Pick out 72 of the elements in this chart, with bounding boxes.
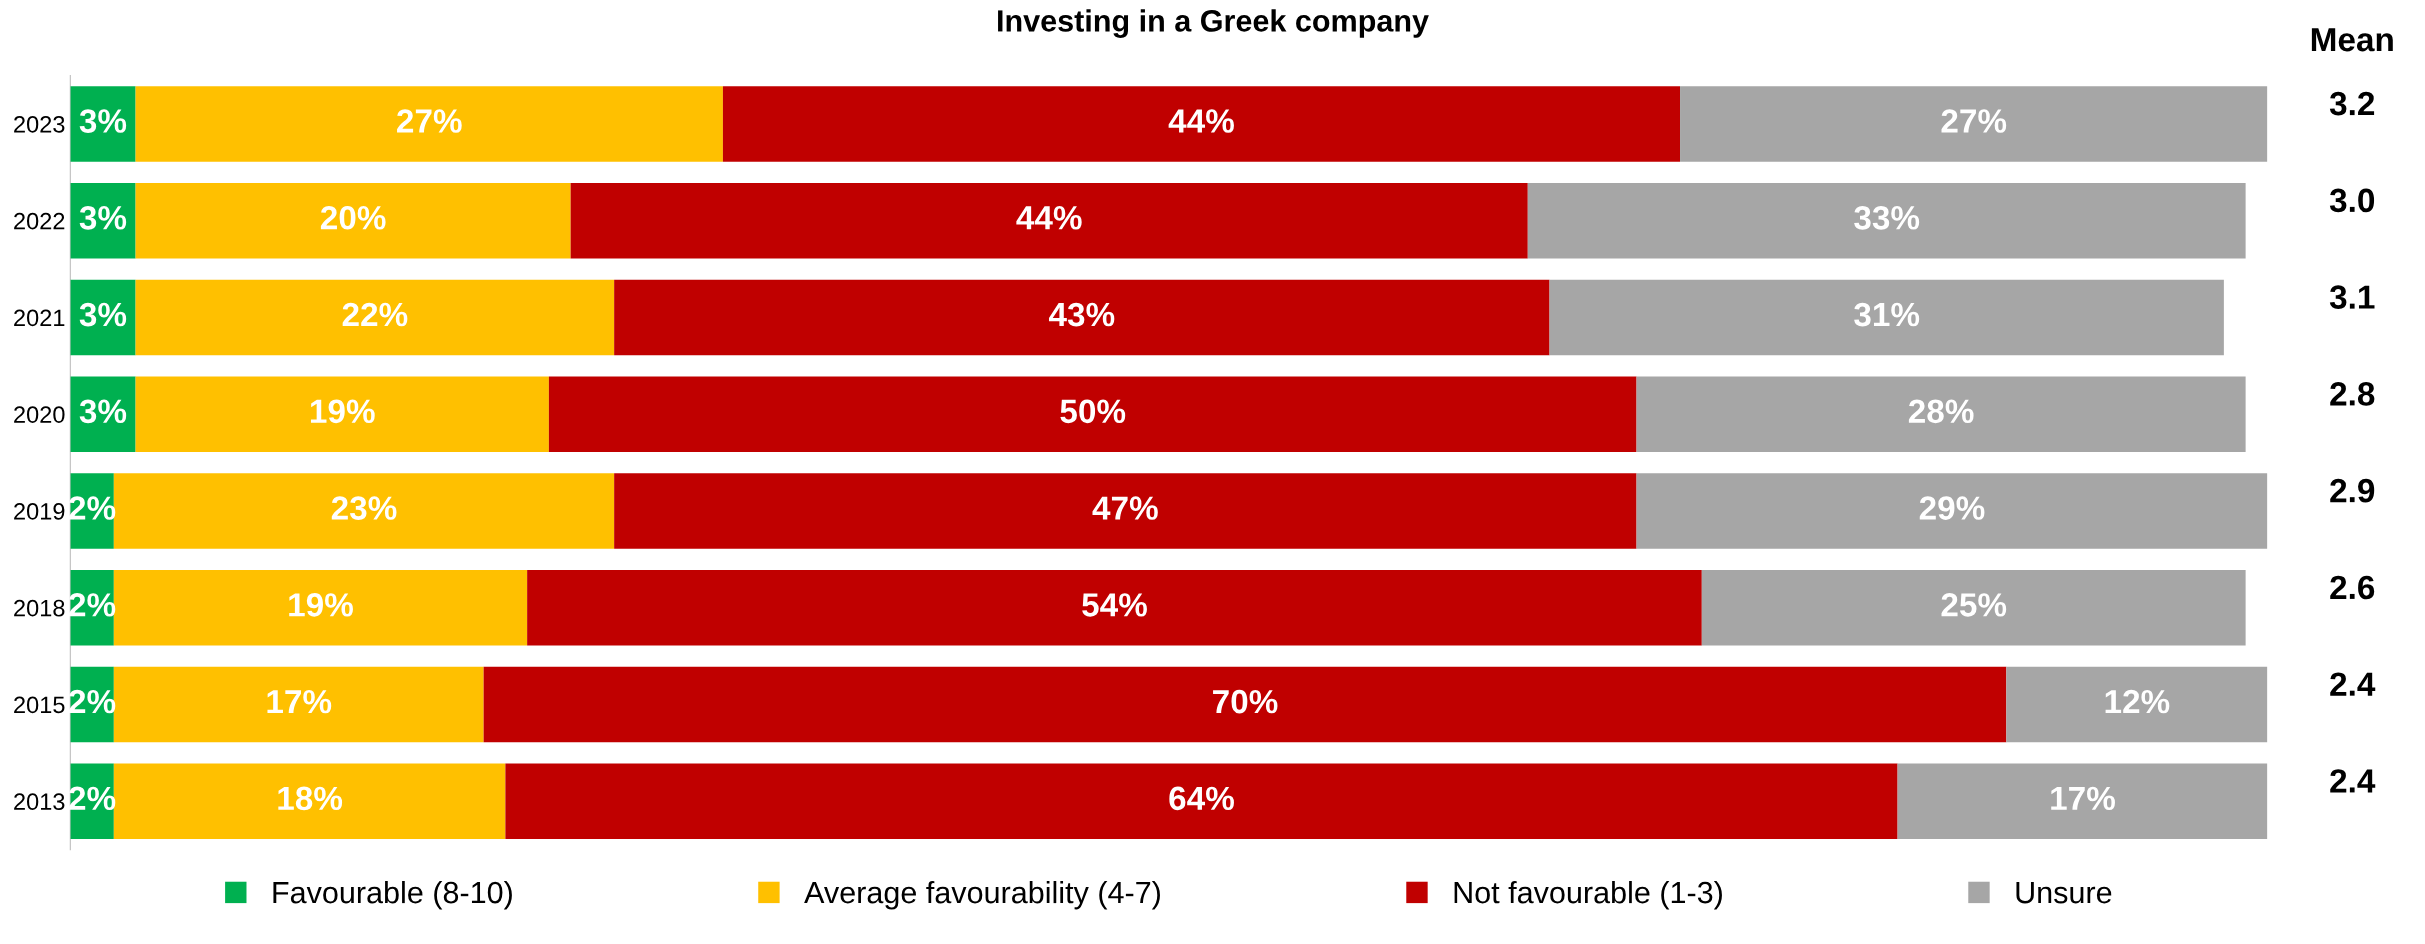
- bar: [135, 86, 723, 162]
- text: 3.1: [2329, 285, 2375, 309]
- legend-label: Average favourability (4-7): [804, 880, 1160, 910]
- text: 3.0: [2329, 188, 2375, 213]
- y-tick-label: 2020: [14, 406, 65, 423]
- text: 2.4: [2330, 769, 2376, 793]
- y-tick-label: 2018: [14, 599, 65, 617]
- data-label: 19%: [310, 399, 375, 424]
- bar: [1680, 86, 2268, 162]
- y-tick-label: 2022: [14, 212, 65, 230]
- legend-label: Favourable (8-10): [273, 880, 512, 910]
- bar: [505, 763, 1898, 839]
- y-tick-label: 2023: [14, 115, 65, 133]
- data-label: 29%: [1919, 496, 1985, 520]
- data-label: 17%: [267, 689, 332, 714]
- data-label: 70%: [1213, 689, 1278, 714]
- text: 2.8: [2330, 382, 2375, 406]
- text: 3.2: [2329, 91, 2375, 116]
- legend-label: Not favourable (1-3): [1454, 880, 1722, 910]
- bar: [135, 279, 615, 356]
- data-label: 44%: [1168, 109, 1234, 133]
- data-label: 64%: [1169, 786, 1234, 811]
- data-label: 47%: [1092, 496, 1158, 520]
- chart-title: Investing in a Greek company: [998, 9, 1429, 38]
- data-label: 20%: [320, 206, 386, 230]
- data-label: 27%: [1941, 109, 2007, 133]
- bar: [1549, 279, 2224, 356]
- bar: [570, 182, 1528, 259]
- data-label: 25%: [1941, 593, 2007, 617]
- bar: [1636, 473, 2268, 549]
- data-label: 43%: [1048, 302, 1115, 327]
- data-label: 3%: [79, 302, 127, 327]
- bar: [614, 279, 1550, 356]
- data-label: 28%: [1908, 399, 1974, 424]
- data-label: 27%: [397, 109, 462, 133]
- y-tick-label: 2013: [14, 793, 65, 811]
- y-tick-label: 2019: [14, 503, 65, 520]
- bar: [1636, 376, 2246, 452]
- bar: [614, 473, 1637, 549]
- y-tick-label: 2021: [14, 309, 65, 327]
- data-label: 3%: [79, 109, 127, 133]
- bar: [722, 86, 1681, 162]
- text: Mean: [2311, 28, 2393, 52]
- data-label: 17%: [2051, 786, 2115, 811]
- text: 2.4: [2330, 672, 2376, 696]
- data-label: 31%: [1854, 302, 1920, 327]
- data-label: 50%: [1060, 399, 1126, 424]
- bar: [70, 86, 136, 162]
- data-label: 3%: [79, 399, 127, 424]
- data-label: 19%: [289, 593, 353, 617]
- bar: [1897, 763, 2268, 839]
- bar: [1701, 569, 2246, 646]
- text: 2.6: [2330, 575, 2375, 600]
- data-label: 33%: [1854, 206, 1920, 230]
- bar: [135, 182, 571, 259]
- data-label: 54%: [1082, 593, 1147, 617]
- data-label: 18%: [278, 786, 343, 811]
- bar: [135, 376, 549, 452]
- bar: [548, 376, 1637, 452]
- y-tick-label: 2015: [14, 696, 65, 714]
- data-label: 12%: [2105, 689, 2170, 714]
- bar: [1527, 182, 2246, 259]
- data-label: 44%: [1016, 206, 1082, 230]
- data-label: 3%: [79, 206, 127, 230]
- bar: [70, 376, 136, 452]
- bar: [2006, 666, 2268, 743]
- bar: [527, 569, 1702, 646]
- data-label: 23%: [331, 496, 397, 520]
- data-label: 22%: [342, 302, 408, 327]
- text: 2.9: [2330, 478, 2375, 503]
- legend-label: Unsure: [2016, 882, 2112, 904]
- bar: [483, 666, 2007, 743]
